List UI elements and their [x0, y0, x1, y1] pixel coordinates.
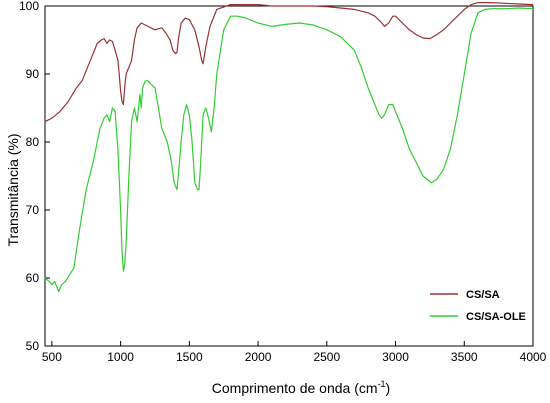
series-lines [44, 1, 534, 293]
x-axis-title-close: ) [386, 380, 391, 396]
x-tick-label: 2000 [245, 350, 272, 364]
legend-label: CS/SA-OLE [466, 311, 526, 323]
x-axis-title-sup: -1 [378, 379, 386, 389]
legend-label: CS/SA [466, 289, 500, 301]
legend: CS/SA CS/SA-OLE [430, 289, 526, 323]
y-tick-label: 70 [26, 203, 40, 217]
y-axis-title: Transmitância (%) [5, 133, 21, 246]
axis-ticks: 500 1000 1500 2000 2500 3000 3500 4000 50 60 70 80 9… [19, 0, 547, 364]
series-line-cs-sa [44, 1, 534, 123]
plot-area [44, 5, 534, 347]
x-tick-label: 3500 [451, 350, 478, 364]
y-tick-label: 100 [19, 0, 39, 13]
y-tick-label: 60 [26, 271, 40, 285]
x-tick-label: 1000 [107, 350, 134, 364]
x-tick-label: 2500 [313, 350, 340, 364]
x-axis-title: Comprimento de onda (cm-1) [212, 379, 390, 396]
x-tick-label: 3000 [382, 350, 409, 364]
series-line-cs-sa-ole [44, 7, 534, 293]
y-tick-label: 80 [26, 135, 40, 149]
x-tick-label: 4000 [520, 350, 547, 364]
y-tick-label: 50 [26, 339, 40, 353]
plot-frame [44, 5, 534, 347]
x-axis-title-main: Comprimento de onda (cm [212, 380, 378, 396]
x-tick-label: 1500 [176, 350, 203, 364]
y-tick-label: 90 [26, 67, 40, 81]
x-tick-label: 500 [42, 350, 62, 364]
